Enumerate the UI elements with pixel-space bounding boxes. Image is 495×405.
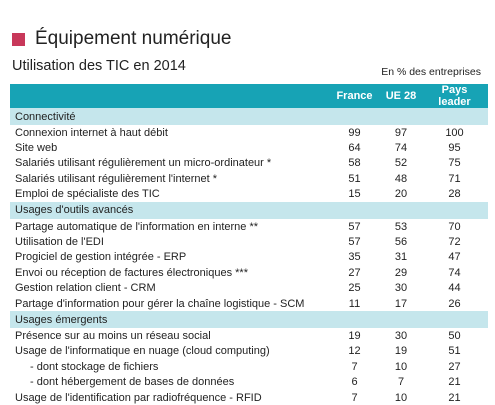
section-title: Connectivité bbox=[10, 108, 488, 125]
cell-france: 7 bbox=[351, 360, 358, 373]
row-label: Utilisation de l'EDI bbox=[15, 236, 104, 249]
cell-ue28: 10 bbox=[394, 391, 408, 404]
cell-pays-leader: 21 bbox=[448, 391, 461, 404]
cell-ue28: 48 bbox=[394, 172, 408, 185]
row-label: Usage de l'informatique en nuage (cloud … bbox=[15, 345, 270, 358]
header-label bbox=[10, 84, 328, 108]
cell-france: 12 bbox=[348, 345, 361, 358]
table-row: - dont stockage de fichiers 7 10 27 bbox=[10, 359, 488, 374]
table-row: Progiciel de gestion intégrée - ERP 35 31 4… bbox=[10, 250, 488, 265]
cell-pays-leader: 47 bbox=[448, 251, 461, 264]
table-row: Partage automatique de l'information en … bbox=[10, 219, 488, 234]
cell-france: 57 bbox=[348, 220, 361, 233]
cell-ue28: 53 bbox=[394, 220, 408, 233]
table-row: Utilisation de l'EDI 57 56 72 bbox=[10, 234, 488, 249]
cell-france: 27 bbox=[348, 266, 361, 279]
table-row: Envoi ou réception de factures électroni… bbox=[10, 265, 488, 280]
cell-france: 64 bbox=[348, 142, 361, 155]
cell-pays-leader: 26 bbox=[448, 297, 461, 310]
cell-france: 25 bbox=[348, 282, 361, 295]
table-row: Emploi de spécialiste des TIC 15 20 28 bbox=[10, 187, 488, 202]
cell-ue28: 10 bbox=[394, 360, 408, 373]
cell-france: 19 bbox=[348, 329, 361, 342]
cell-ue28: 20 bbox=[394, 188, 408, 201]
cell-pays-leader: 44 bbox=[448, 282, 461, 295]
cell-pays-leader: 75 bbox=[448, 157, 461, 170]
tic-usage-table: France UE 28 Pays leader Connectivité Con… bbox=[10, 84, 488, 405]
row-label: Progiciel de gestion intégrée - ERP bbox=[15, 251, 187, 264]
section-row: Usages d'outils avancés bbox=[10, 201, 488, 219]
header-ue28: UE 28 bbox=[385, 90, 417, 102]
title-row: Équipement numérique bbox=[12, 26, 231, 52]
cell-pays-leader: 50 bbox=[448, 329, 461, 342]
row-label: Envoi ou réception de factures électroni… bbox=[15, 266, 248, 279]
cell-pays-leader: 72 bbox=[448, 236, 461, 249]
row-label: Usage de l'identification par radiofréqu… bbox=[15, 391, 262, 404]
cell-ue28: 97 bbox=[394, 126, 408, 139]
row-label: Site web bbox=[15, 142, 58, 155]
header-france: France bbox=[336, 90, 373, 102]
row-label: Présence sur au moins un réseau social bbox=[15, 329, 211, 342]
cell-ue28: 30 bbox=[394, 329, 408, 342]
cell-ue28: 17 bbox=[394, 297, 408, 310]
table-row: Partage d'information pour gérer la chaî… bbox=[10, 296, 488, 311]
cell-pays-leader: 74 bbox=[448, 266, 461, 279]
red-square-icon bbox=[12, 32, 25, 46]
cell-france: 7 bbox=[351, 391, 358, 404]
cell-france: 51 bbox=[348, 172, 361, 185]
header-pays-leader: Pays leader bbox=[438, 84, 471, 108]
row-label: Emploi de spécialiste des TIC bbox=[15, 188, 160, 201]
cell-ue28: 7 bbox=[397, 376, 405, 389]
table-row: Salariés utilisant régulièrement un micr… bbox=[10, 156, 488, 171]
table-body: Connectivité Connexion internet à haut dé… bbox=[10, 108, 488, 405]
cell-pays-leader: 100 bbox=[445, 126, 464, 139]
cell-ue28: 31 bbox=[394, 251, 408, 264]
section-title: Usages d'outils avancés bbox=[10, 201, 488, 219]
cell-ue28: 30 bbox=[394, 282, 408, 295]
table-row: Gestion relation client - CRM 25 30 44 bbox=[10, 281, 488, 296]
table-row: Site web 64 74 95 bbox=[10, 140, 488, 155]
cell-france: 11 bbox=[348, 297, 361, 310]
section-row: Connectivité bbox=[10, 108, 488, 125]
table-header-row: France UE 28 Pays leader bbox=[10, 84, 488, 108]
cell-pays-leader: 27 bbox=[448, 360, 461, 373]
row-label: - dont hébergement de bases de données bbox=[30, 376, 235, 389]
cell-ue28: 29 bbox=[394, 266, 408, 279]
table-row: Usage de l'identification par radiofréqu… bbox=[10, 390, 488, 405]
table-row: Salariés utilisant régulièrement l'inter… bbox=[10, 171, 488, 186]
cell-pays-leader: 51 bbox=[448, 345, 461, 358]
cell-ue28: 52 bbox=[394, 157, 408, 170]
cell-france: 35 bbox=[348, 251, 361, 264]
row-label: Gestion relation client - CRM bbox=[15, 282, 156, 295]
cell-pays-leader: 70 bbox=[448, 220, 461, 233]
cell-pays-leader: 71 bbox=[448, 172, 461, 185]
section-row: Usages émergents bbox=[10, 311, 488, 329]
row-label: Salariés utilisant régulièrement un micr… bbox=[15, 157, 272, 170]
cell-pays-leader: 28 bbox=[448, 188, 461, 201]
unit-note: En % des entreprises bbox=[381, 66, 481, 78]
row-label: Partage d'information pour gérer la chaî… bbox=[15, 297, 305, 310]
cell-pays-leader: 21 bbox=[448, 376, 461, 389]
cell-france: 6 bbox=[351, 376, 358, 389]
cell-france: 58 bbox=[348, 157, 361, 170]
cell-france: 99 bbox=[348, 126, 361, 139]
row-label: Salariés utilisant régulièrement l'inter… bbox=[15, 172, 218, 185]
table-row: Connexion internet à haut débit 99 97 100 bbox=[10, 125, 488, 140]
cell-pays-leader: 95 bbox=[448, 142, 461, 155]
page-title: Équipement numérique bbox=[35, 28, 232, 49]
cell-ue28: 19 bbox=[394, 345, 408, 358]
table-row: Usage de l'informatique en nuage (cloud … bbox=[10, 344, 488, 359]
table-row: Présence sur au moins un réseau social 19… bbox=[10, 328, 488, 343]
cell-france: 15 bbox=[348, 188, 361, 201]
cell-ue28: 74 bbox=[394, 142, 408, 155]
row-label: Partage automatique de l'information en … bbox=[15, 220, 259, 233]
cell-ue28: 56 bbox=[394, 236, 408, 249]
table-row: - dont hébergement de bases de données 6 7… bbox=[10, 374, 488, 389]
cell-france: 57 bbox=[348, 236, 361, 249]
row-label: Connexion internet à haut débit bbox=[15, 126, 168, 139]
table-subtitle: Utilisation des TIC en 2014 bbox=[12, 58, 186, 74]
section-title: Usages émergents bbox=[10, 311, 488, 329]
row-label: - dont stockage de fichiers bbox=[30, 360, 159, 373]
